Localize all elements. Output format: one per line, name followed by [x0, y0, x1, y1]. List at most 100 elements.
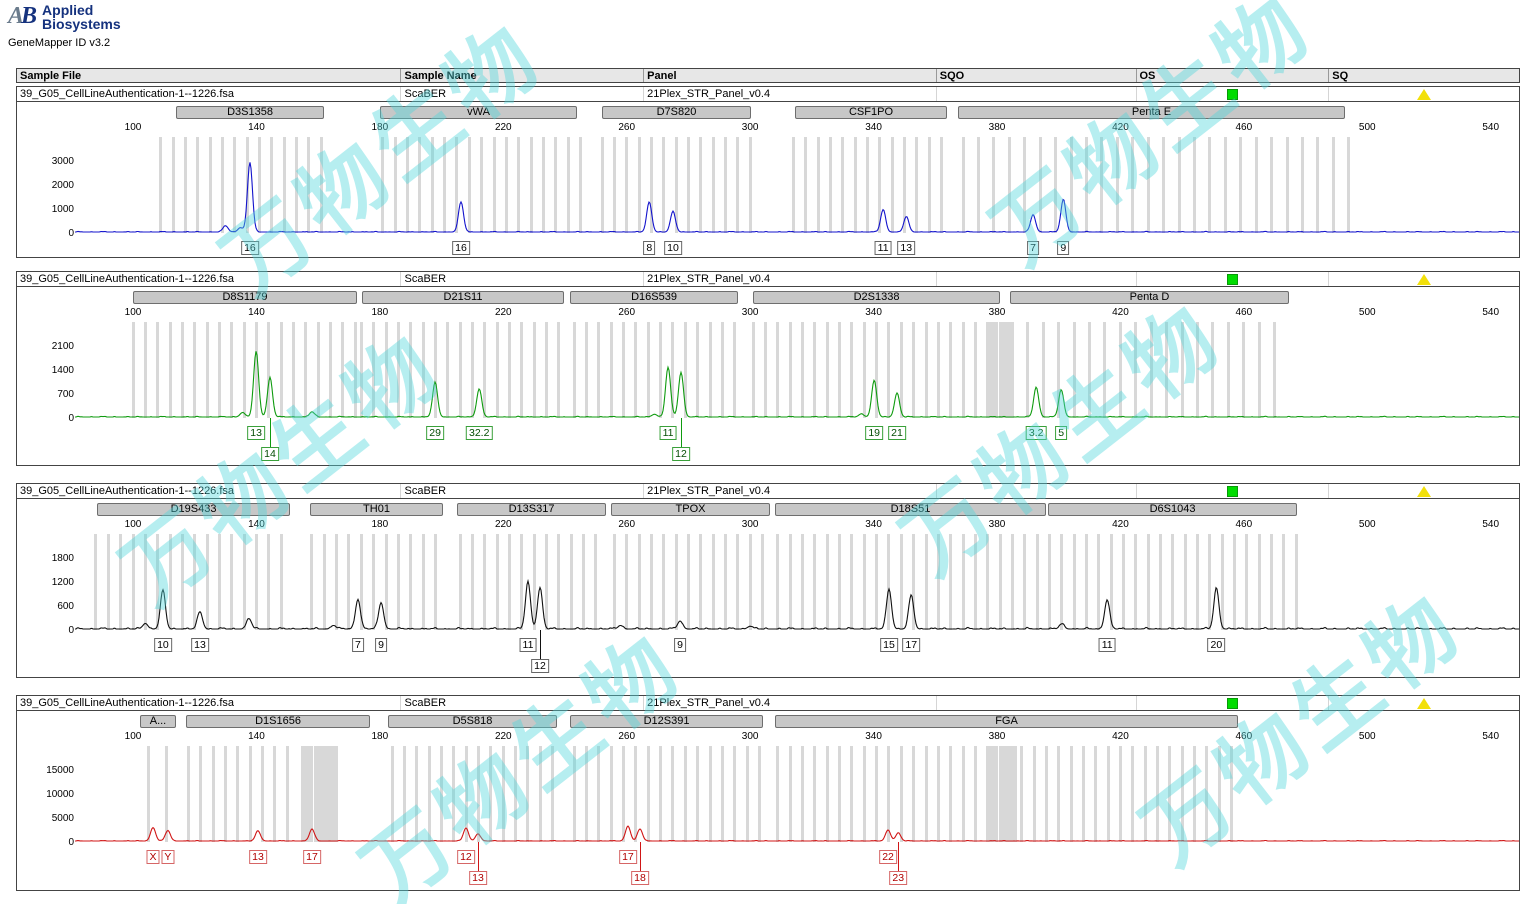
allele-label-9[interactable]: 9 [1057, 241, 1070, 255]
marker-label-a[interactable]: A... [140, 715, 176, 728]
allele-label-20[interactable]: 20 [1207, 638, 1226, 652]
allele-bin [723, 137, 727, 233]
panel-name-value[interactable]: 21Plex_STR_Panel_v0.4 [644, 484, 937, 498]
column-sample-file[interactable]: Sample File [17, 69, 402, 82]
column-panel[interactable]: Panel [644, 69, 937, 82]
marker-label-d3s1358[interactable]: D3S1358 [176, 106, 324, 119]
marker-label-pentae[interactable]: Penta E [958, 106, 1345, 119]
column-sample-name[interactable]: Sample Name [401, 69, 645, 82]
allele-label-10[interactable]: 10 [154, 638, 172, 652]
allele-label-19[interactable]: 19 [865, 426, 884, 440]
allele-label-17[interactable]: 17 [303, 850, 321, 864]
allele-label-13[interactable]: 13 [191, 638, 209, 652]
x-axis-tick: 340 [865, 731, 882, 742]
allele-bin [986, 534, 990, 630]
plot-area[interactable]: D8S1179 D21S11 D16S539 D2S1338 Penta D 100 140… [17, 272, 1519, 465]
marker-label-d8s1179[interactable]: D8S1179 [133, 291, 357, 304]
sample-info-row[interactable]: 39_G05_CellLineAuthentication-1--1226.fs… [17, 272, 1519, 287]
panel-name-value[interactable]: 21Plex_STR_Panel_v0.4 [644, 696, 937, 710]
marker-label-d16s539[interactable]: D16S539 [570, 291, 738, 304]
column-sqo[interactable]: SQO [937, 69, 1137, 82]
allele-label-18[interactable]: 18 [631, 871, 649, 885]
marker-label-d18s51[interactable]: D18S51 [775, 503, 1046, 516]
allele-bin [912, 534, 916, 630]
allele-label-12[interactable]: 12 [531, 659, 549, 673]
sample-name-value[interactable]: ScaBER [401, 87, 645, 101]
allele-bin [788, 534, 792, 630]
allele-label-12[interactable]: 12 [672, 447, 690, 461]
sample-name-value[interactable]: ScaBER [401, 484, 645, 498]
marker-label-d7s820[interactable]: D7S820 [602, 106, 751, 119]
allele-label-16[interactable]: 16 [452, 241, 470, 255]
allele-label-14[interactable]: 14 [261, 447, 279, 461]
allele-label-9[interactable]: 9 [674, 638, 687, 652]
column-sq[interactable]: SQ [1332, 70, 1349, 82]
marker-label-pentad[interactable]: Penta D [1010, 291, 1289, 304]
allele-label-9[interactable]: 9 [375, 638, 387, 652]
allele-label-8[interactable]: 8 [643, 241, 656, 255]
sample-name-value[interactable]: ScaBER [401, 272, 645, 286]
marker-label-d2s1338[interactable]: D2S1338 [753, 291, 1000, 304]
sample-file-value[interactable]: 39_G05_CellLineAuthentication-1--1226.fs… [17, 87, 402, 101]
marker-label-d12s391[interactable]: D12S391 [570, 715, 763, 728]
sample-info-row[interactable]: 39_G05_CellLineAuthentication-1--1226.fs… [17, 87, 1519, 102]
plot-area[interactable]: D3S1358 vWA D7S820 CSF1PO Penta E 100 140 180 22… [17, 87, 1519, 257]
allele-label-22[interactable]: 22 [879, 850, 897, 864]
plot-area[interactable]: A... D1S1656 D5S818 D12S391 FGA 100 140 180 220 2… [17, 696, 1519, 890]
allele-label-13[interactable]: 13 [469, 871, 487, 885]
allele-label-13[interactable]: 13 [247, 426, 265, 440]
y-axis-tick: 15000 [46, 765, 74, 776]
sample-info-row[interactable]: 39_G05_CellLineAuthentication-1--1226.fs… [17, 484, 1519, 499]
x-axis-tick: 500 [1358, 519, 1376, 530]
brand-line1: Applied [42, 2, 94, 18]
marker-label-csf1po[interactable]: CSF1PO [795, 106, 947, 119]
allele-label-X[interactable]: X [146, 850, 160, 864]
allele-label-29[interactable]: 29 [426, 426, 444, 440]
allele-bin [671, 746, 675, 842]
marker-label-tpox[interactable]: TPOX [611, 503, 770, 516]
allele-label-32.2[interactable]: 32.2 [465, 426, 493, 440]
marker-label-fga[interactable]: FGA [775, 715, 1238, 728]
sample-file-value[interactable]: 39_G05_CellLineAuthentication-1--1226.fs… [17, 484, 402, 498]
allele-label-17[interactable]: 17 [619, 850, 637, 864]
marker-label-d6s1043[interactable]: D6S1043 [1048, 503, 1297, 516]
marker-label-vwa[interactable]: vWA [380, 106, 577, 119]
allele-label-11[interactable]: 11 [1098, 638, 1116, 652]
allele-label-5[interactable]: 5 [1055, 426, 1068, 440]
allele-label-17[interactable]: 17 [902, 638, 921, 652]
allele-label-13[interactable]: 13 [249, 850, 267, 864]
allele-label-12[interactable]: 12 [457, 850, 475, 864]
allele-bin [646, 746, 650, 842]
allele-label-21[interactable]: 21 [888, 426, 906, 440]
sample-info-row[interactable]: 39_G05_CellLineAuthentication-1--1226.fs… [17, 696, 1519, 711]
panel-name-value[interactable]: 21Plex_STR_Panel_v0.4 [644, 87, 937, 101]
allele-label-11[interactable]: 11 [519, 638, 537, 652]
allele-bin [282, 137, 286, 233]
y-axis-tick: 1000 [51, 204, 74, 215]
allele-bin [1192, 746, 1196, 842]
sample-file-value[interactable]: 39_G05_CellLineAuthentication-1--1226.fs… [17, 696, 402, 710]
allele-label-13[interactable]: 13 [897, 241, 916, 255]
allele-label-11[interactable]: 11 [874, 241, 892, 255]
marker-label-th01[interactable]: TH01 [310, 503, 443, 516]
allele-label-11[interactable]: 11 [659, 426, 677, 440]
marker-label-d19s433[interactable]: D19S433 [97, 503, 290, 516]
allele-label-16[interactable]: 16 [241, 241, 259, 255]
column-os[interactable]: OS [1137, 69, 1330, 82]
panel-name-value[interactable]: 21Plex_STR_Panel_v0.4 [644, 272, 937, 286]
marker-label-d21s11[interactable]: D21S11 [362, 291, 564, 304]
allele-label-Y[interactable]: Y [161, 850, 175, 864]
sample-name-value[interactable]: ScaBER [401, 696, 645, 710]
plot-area[interactable]: D19S433 TH01 D13S317 TPOX D18S51 D6S1043 100 14… [17, 484, 1519, 677]
marker-label-d13s317[interactable]: D13S317 [457, 503, 606, 516]
allele-label-3.2[interactable]: 3.2 [1025, 426, 1047, 440]
allele-bin [1072, 322, 1076, 418]
sample-file-value[interactable]: 39_G05_CellLineAuthentication-1--1226.fs… [17, 272, 402, 286]
marker-label-d1s1656[interactable]: D1S1656 [186, 715, 370, 728]
marker-label-d5s818[interactable]: D5S818 [388, 715, 557, 728]
allele-label-10[interactable]: 10 [664, 241, 682, 255]
allele-label-7[interactable]: 7 [352, 638, 364, 652]
allele-label-23[interactable]: 23 [889, 871, 908, 885]
allele-label-15[interactable]: 15 [880, 638, 898, 652]
allele-label-7[interactable]: 7 [1027, 241, 1040, 255]
